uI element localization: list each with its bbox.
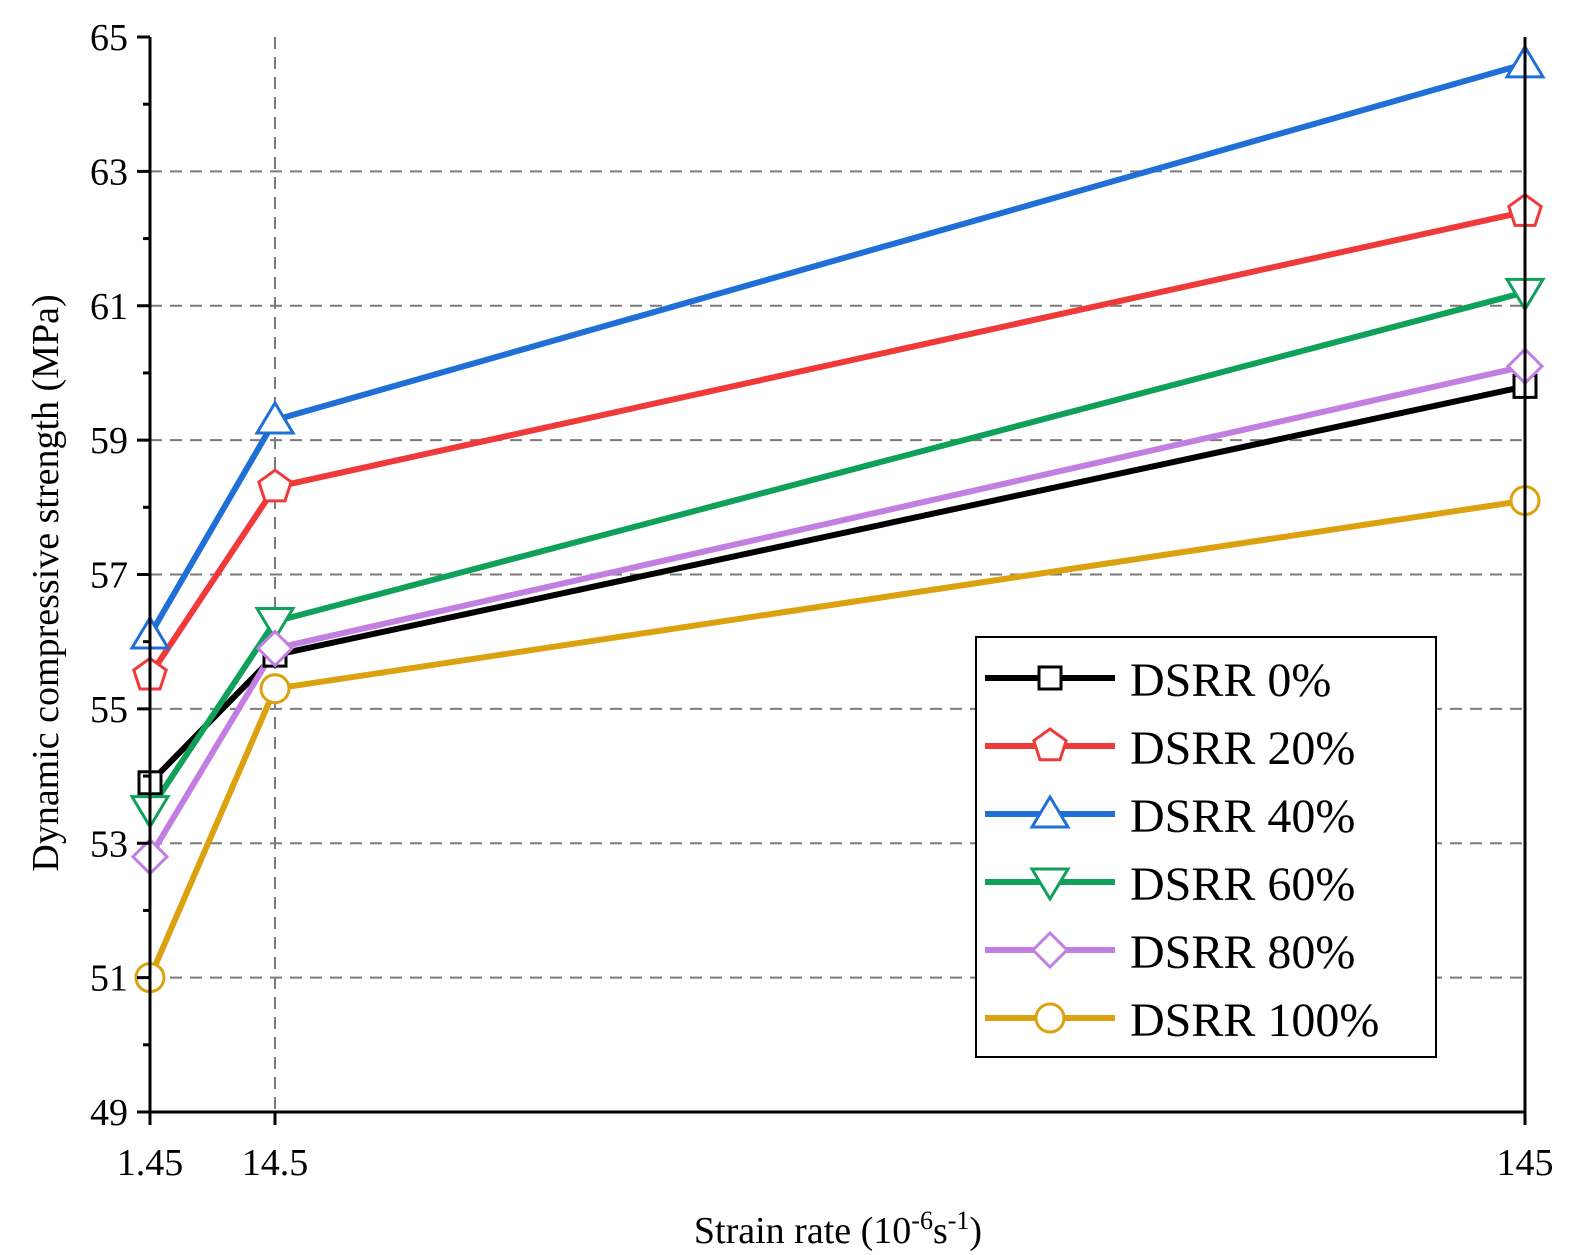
data-point-dsrr-100 — [259, 673, 291, 705]
legend-marker-dsrr-60 — [1029, 867, 1071, 902]
x-tick-label: 145 — [1497, 1142, 1554, 1184]
legend-marker-dsrr-20 — [1032, 727, 1068, 762]
y-tick-label: 57 — [90, 555, 128, 597]
legend-box — [975, 636, 1437, 1058]
x-axis-label-exp1: -6 — [911, 1206, 933, 1235]
x-axis-label-end: ) — [969, 1210, 982, 1252]
y-tick-label: 53 — [90, 823, 128, 865]
x-tick-labels: 1.45 14.5 145 — [117, 1142, 1554, 1184]
axes — [137, 35, 1527, 1125]
x-axis-label-exp2: -1 — [948, 1206, 970, 1235]
x-tick-label: 14.5 — [242, 1142, 309, 1184]
legend-marker-dsrr-40 — [1029, 794, 1071, 829]
legend-label-dsrr-60: DSRR 60% — [1130, 858, 1355, 911]
legend-label-dsrr-100: DSRR 100% — [1130, 994, 1379, 1047]
x-axis-label: Strain rate (10-6s-1) — [694, 1206, 982, 1252]
grid-lines — [150, 37, 1525, 1112]
y-tick-label: 55 — [90, 689, 128, 731]
data-point-dsrr-80 — [255, 629, 295, 668]
y-tick-label: 49 — [90, 1092, 128, 1134]
y-tick-labels: 49 51 53 55 57 59 61 63 65 — [90, 17, 128, 1134]
legend: DSRR 0% DSRR 20% DSRR 40% DSRR 60% DSRR 80% D… — [975, 636, 1437, 1058]
y-axis-label: Dynamic compressive strength (MPa) — [25, 294, 67, 871]
y-tick-label: 65 — [90, 17, 128, 59]
legend-label-dsrr-40: DSRR 40% — [1130, 790, 1355, 843]
y-tick-label: 51 — [90, 958, 128, 1000]
legend-label-dsrr-0: DSRR 0% — [1130, 654, 1331, 707]
data-point-dsrr-20 — [257, 468, 293, 503]
legend-label-dsrr-80: DSRR 80% — [1130, 926, 1355, 979]
x-axis-label-mid: s — [933, 1210, 948, 1252]
legend-marker-dsrr-0 — [1037, 665, 1063, 691]
y-tick-label: 63 — [90, 151, 128, 193]
data-point-dsrr-60 — [254, 607, 296, 642]
y-tick-label: 59 — [90, 420, 128, 462]
data-point-dsrr-40 — [254, 400, 296, 435]
x-tick-label: 1.45 — [117, 1142, 184, 1184]
y-tick-label: 61 — [90, 286, 128, 328]
series-markers — [129, 43, 1546, 994]
legend-marker-dsrr-80 — [1030, 930, 1070, 970]
x-axis-label-main: Strain rate (10 — [694, 1210, 911, 1252]
legend-marker-dsrr-100 — [1034, 1002, 1066, 1034]
legend-label-dsrr-20: DSRR 20% — [1130, 722, 1355, 775]
